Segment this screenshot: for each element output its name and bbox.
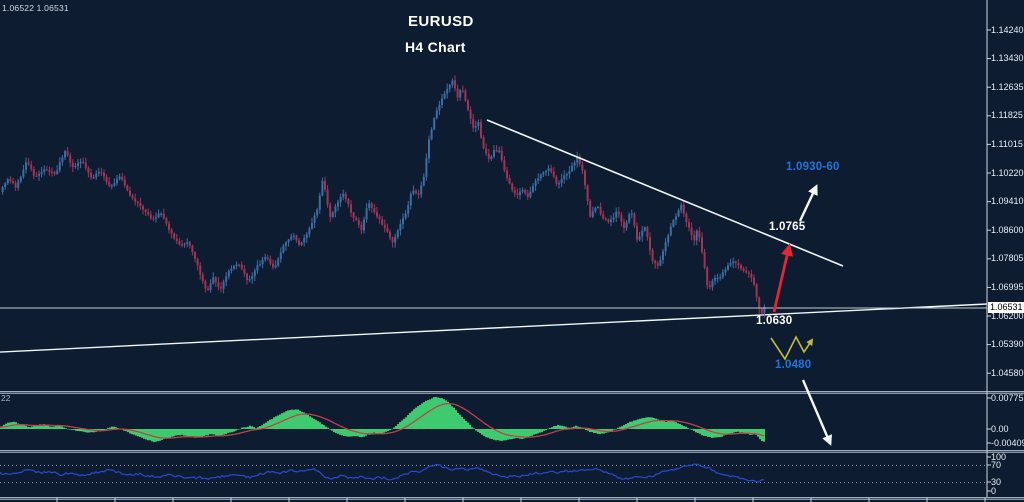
- price-tick-label: 1.08600: [991, 224, 1024, 235]
- price-tick-label: 1.11015: [991, 138, 1023, 149]
- price-tick-label: 1.05390: [991, 339, 1024, 350]
- price-tick-label: 1.09410: [991, 196, 1024, 207]
- white-down-arrow[interactable]: [801, 379, 832, 446]
- annotation-arrows[interactable]: [772, 184, 832, 446]
- price-tick-label: 1.14240: [991, 24, 1024, 35]
- price-tick-label: 1.04580: [991, 367, 1024, 378]
- time-axis-ticks[interactable]: [56, 498, 986, 502]
- price-tick-label: 1.13430: [991, 53, 1024, 64]
- annotation-upper-target[interactable]: 1.0930-60: [786, 161, 840, 173]
- annotation-lower-target[interactable]: 1.0480: [775, 359, 812, 371]
- annotation-support-level[interactable]: 1.0630: [756, 315, 793, 327]
- price-tick-label: 1.12635: [991, 81, 1024, 92]
- panel-separator-shadow: [0, 498, 1024, 500]
- indicator-value-partial-label: 22: [1, 393, 11, 403]
- price-tick-label: 1.11825: [991, 110, 1023, 121]
- annotation-resistance-level[interactable]: 1.0765: [769, 221, 806, 233]
- price-tick-label: 1.06995: [991, 281, 1024, 292]
- panel-separator: [0, 393, 1024, 394]
- white-up-arrow[interactable]: [798, 184, 818, 222]
- panel-separator: [0, 391, 1024, 393]
- rsi-line: [0, 463, 765, 483]
- indicator-tick-label: 70: [991, 459, 1002, 470]
- panel-separator: [0, 497, 1024, 499]
- indicator-tick-label: 0: [991, 485, 997, 496]
- indicator-tick-label: 100: [991, 451, 1007, 462]
- current-price-box: 1.06531: [988, 302, 1024, 313]
- candles-group: [1, 75, 766, 318]
- macd-signal-line: [0, 402, 765, 439]
- red-up-arrow[interactable]: [772, 243, 794, 313]
- indicator-tick-label: 30: [991, 476, 1002, 487]
- bid-ask-quote: 1.06522 1.06531: [2, 3, 69, 13]
- price-tick-label: 1.06200: [991, 310, 1024, 321]
- indicator-tick-label: 0.00: [991, 423, 1009, 434]
- trendline-ascending-support[interactable]: [0, 303, 988, 353]
- indicator-tick-label: -0.004093: [991, 437, 1024, 448]
- panel-separator: [0, 450, 1024, 452]
- chart-title-timeframe: H4 Chart: [405, 39, 466, 55]
- trendline-descending-resistance[interactable]: [486, 119, 844, 267]
- macd-histogram: [0, 396, 765, 442]
- zigzag-projection[interactable]: [770, 335, 814, 361]
- indicator-tick-label: 0.007757: [991, 392, 1024, 403]
- panel-separator-shadow: [0, 451, 1024, 453]
- panel-separator: [0, 499, 1024, 500]
- price-tick-label: 1.07805: [991, 253, 1024, 264]
- price-tick-label: 1.10220: [991, 167, 1024, 178]
- chart-title-symbol: EURUSD: [408, 13, 474, 30]
- panel-separator-shadow: [0, 392, 1024, 394]
- panel-separator: [0, 452, 1024, 453]
